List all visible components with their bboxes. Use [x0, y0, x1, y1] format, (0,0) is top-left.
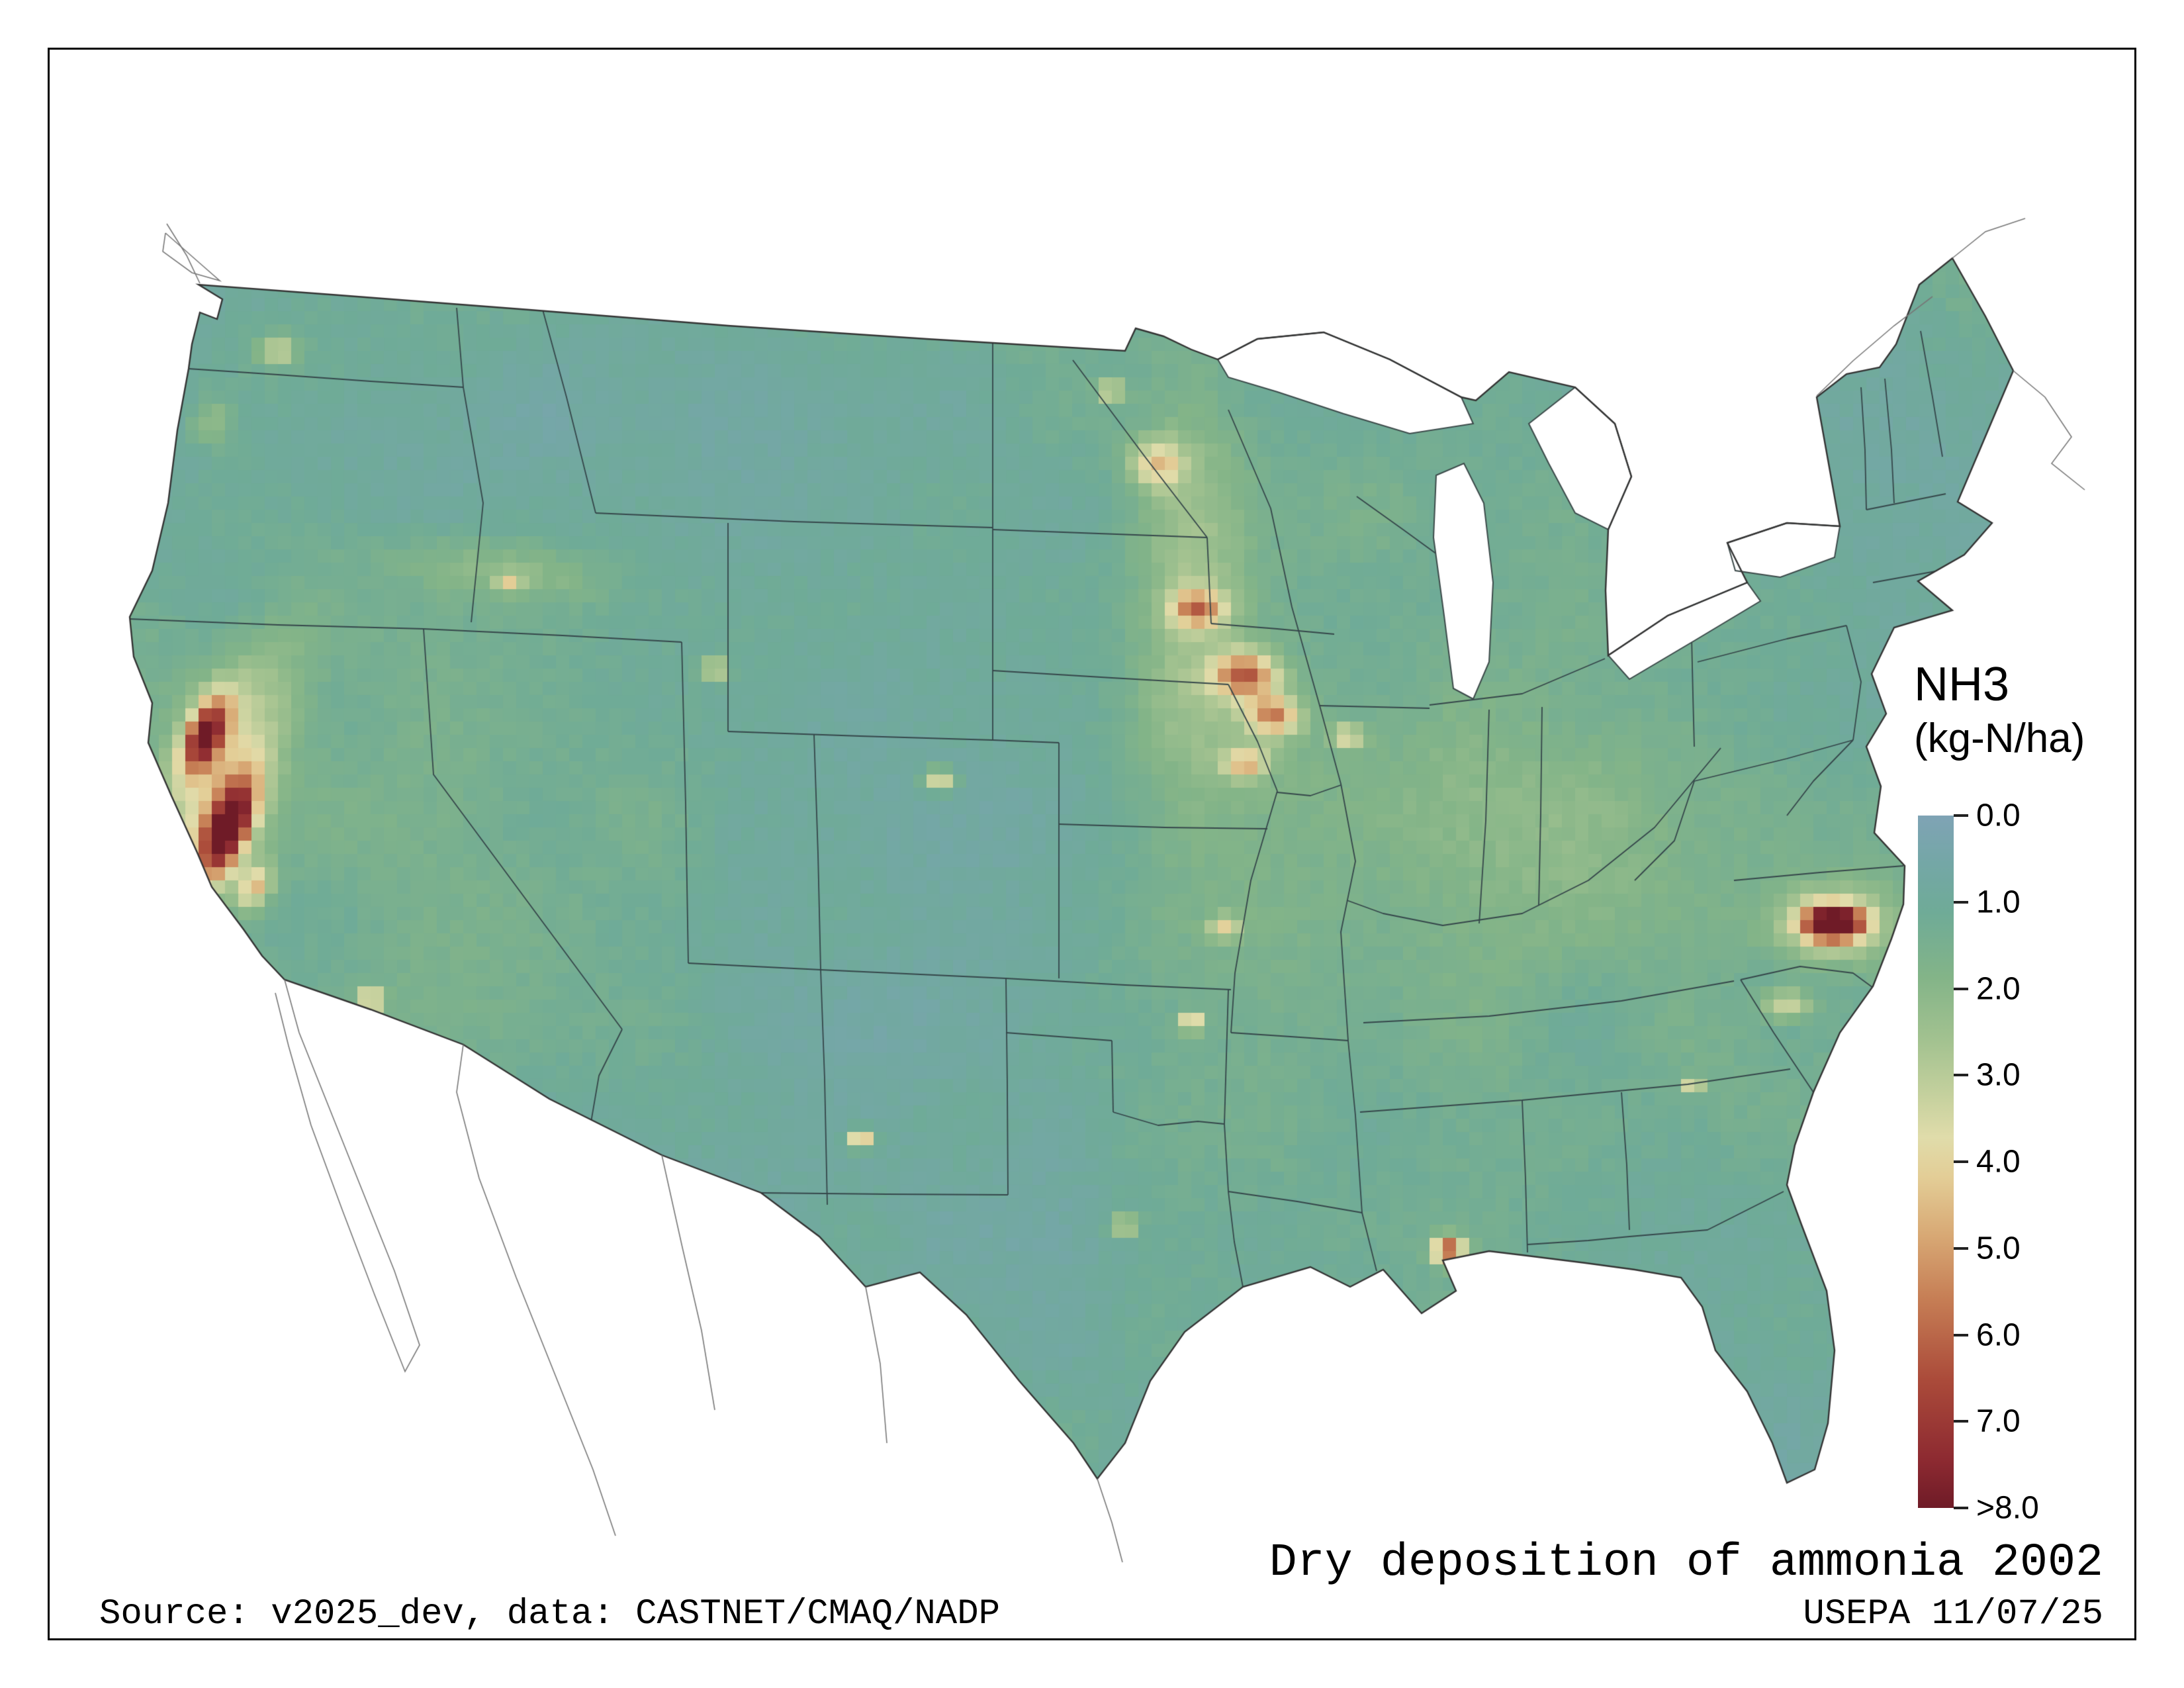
- legend-units-label: (kg-N/ha): [1914, 716, 2085, 761]
- legend-tick-label: >8.0: [1976, 1490, 2039, 1526]
- legend-tick-label: 1.0: [1976, 884, 2021, 920]
- legend-tick-label: 6.0: [1976, 1317, 2021, 1352]
- credit-caption: USEPA 11/07/25: [1803, 1594, 2103, 1634]
- map-title: Dry deposition of ammonia 2002: [1269, 1537, 2103, 1589]
- figure-border: [48, 48, 2136, 1640]
- legend-tick-mark: [1954, 814, 1968, 817]
- source-caption: Source: v2025_dev, data: CASTNET/CMAQ/NA…: [99, 1594, 1001, 1634]
- legend-colorbar: [1918, 816, 1954, 1508]
- legend-tick-label: 3.0: [1976, 1057, 2021, 1093]
- legend-tick-label: 2.0: [1976, 971, 2021, 1006]
- legend-tick-mark: [1954, 1160, 1968, 1163]
- legend-tick-mark: [1954, 1507, 1968, 1509]
- legend-tick-label: 4.0: [1976, 1144, 2021, 1180]
- legend-title: NH3: [1914, 658, 2010, 711]
- legend-tick-mark: [1954, 1246, 1968, 1250]
- legend-tick-mark: [1954, 1420, 1968, 1423]
- legend-tick-mark: [1954, 1333, 1968, 1336]
- legend-tick-mark: [1954, 987, 1968, 990]
- legend-tick-label: 5.0: [1976, 1231, 2021, 1266]
- legend-tick-mark: [1954, 900, 1968, 904]
- legend-tick-label: 7.0: [1976, 1403, 2021, 1439]
- legend-tick-mark: [1954, 1074, 1968, 1077]
- legend-tick-label: 0.0: [1976, 798, 2021, 833]
